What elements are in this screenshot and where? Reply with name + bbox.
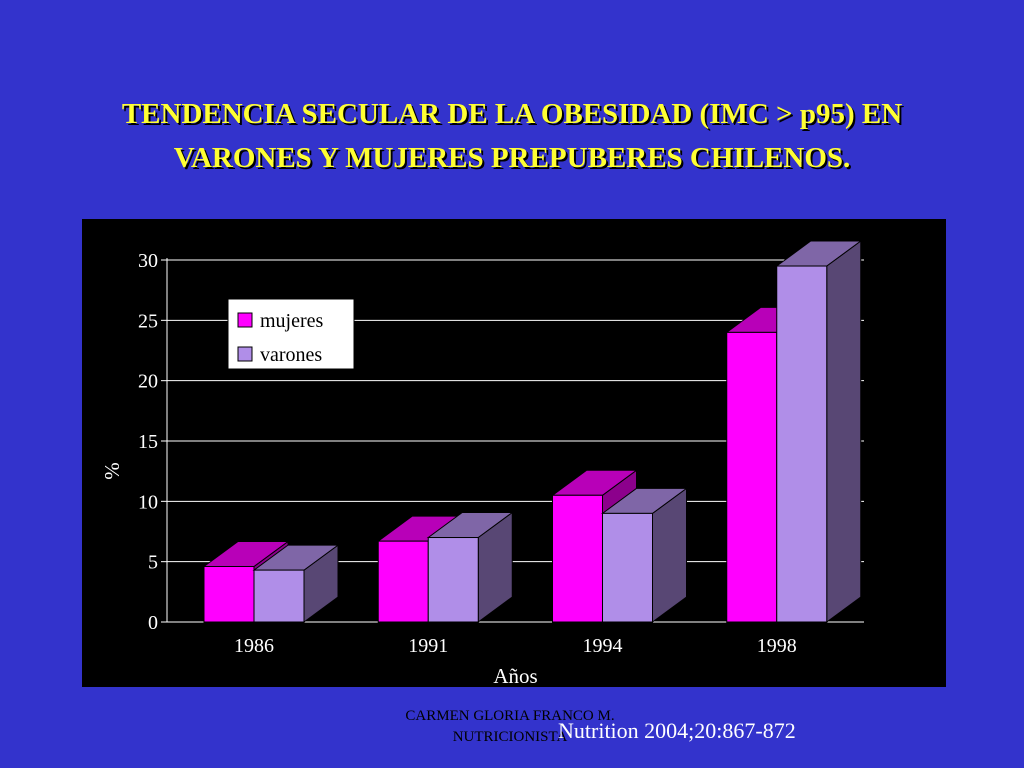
title-line-2: VARONES Y MUJERES PREPUBERES CHILENOS.: [173, 142, 851, 174]
legend-swatch-varones: [237, 346, 253, 362]
y-axis-title: %: [100, 462, 124, 480]
bar-varones-1994: [602, 512, 653, 623]
y-tick-label-0: 0: [148, 612, 158, 634]
bar-side-varones-1998: [826, 240, 862, 623]
y-tick-label-25: 25: [138, 310, 158, 332]
legend-swatch-mujeres: [237, 312, 253, 328]
author-role: NUTRICIONISTA: [452, 729, 568, 745]
bar-mujeres-1994: [552, 494, 603, 623]
author-credit: CARMEN GLORIA FRANCO M. NUTRICIONISTA: [340, 706, 680, 748]
y-tick-label-30: 30: [138, 250, 158, 272]
x-axis-title: Años: [493, 664, 537, 687]
bar-chart: 0 5 10 15 20 25 30 1986 1991 1994 1998 Años% mujeres…: [100, 240, 864, 687]
x-tick-label-1994: 1994: [583, 635, 623, 657]
slide-title: TENDENCIA SECULAR DE LA OBESIDAD (IMC > …: [20, 92, 1004, 180]
bar-mujeres-1986: [203, 565, 255, 623]
legend-label-varones: varones: [260, 344, 322, 366]
chart-panel: 0 5 10 15 20 25 30 1986 1991 1994 1998 Años% mujeres…: [82, 219, 946, 687]
title-line-1: TENDENCIA SECULAR DE LA OBESIDAD (IMC > …: [121, 98, 903, 130]
x-tick-label-1991: 1991: [408, 635, 448, 657]
y-tick-label-5: 5: [148, 552, 158, 574]
citation: Nutrition 2004;20:867-872: [558, 718, 796, 743]
bar-mujeres-1991: [377, 540, 429, 623]
author-name: CARMEN GLORIA FRANCO M.: [405, 708, 615, 724]
y-tick-label-10: 10: [138, 491, 158, 513]
bar-mujeres-1998: [726, 331, 778, 623]
bar-varones-1998: [776, 265, 828, 623]
bar-varones-1991: [427, 537, 479, 623]
y-tick-label-15: 15: [138, 431, 158, 453]
y-tick-label-20: 20: [138, 371, 158, 393]
bar-varones-1986: [253, 569, 305, 623]
legend-label-mujeres: mujeres: [260, 310, 324, 332]
x-tick-label-1986: 1986: [234, 635, 274, 657]
x-tick-label-1998: 1998: [757, 635, 797, 657]
